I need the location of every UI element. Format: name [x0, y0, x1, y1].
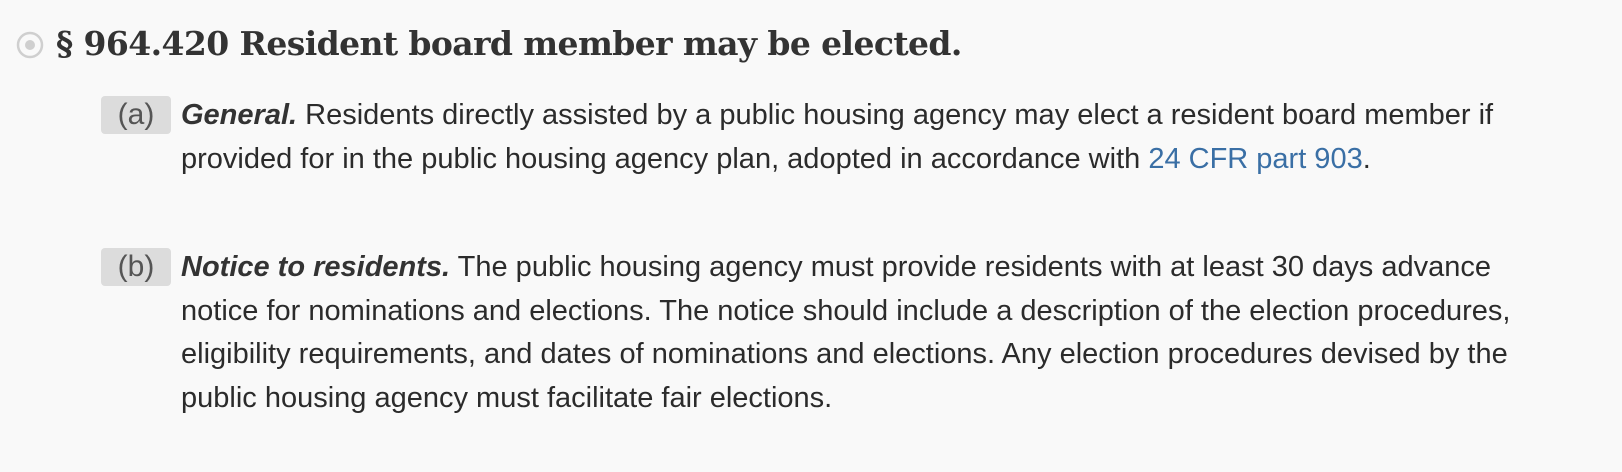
- paragraph-end-a: .: [1362, 142, 1371, 175]
- paragraph-body-b: The public housing agency must provide r…: [181, 251, 1511, 414]
- paragraph-b: (b) Notice to residents. The public hous…: [101, 246, 1531, 420]
- paragraph-text-a: General. Residents directly assisted by …: [181, 94, 1531, 181]
- section-title: § 964.420 Resident board member may be e…: [56, 24, 962, 63]
- paragraph-text-b: Notice to residents. The public housing …: [181, 246, 1531, 420]
- paragraph-a: (a) General. Residents directly assisted…: [101, 94, 1531, 181]
- paragraph-heading-a: General.: [181, 99, 298, 131]
- paragraph-heading-b: Notice to residents.: [181, 251, 451, 283]
- paragraph-marker-b[interactable]: (b): [101, 248, 171, 286]
- paragraph-body-a: Residents directly assisted by a public …: [181, 99, 1494, 175]
- target-icon[interactable]: [16, 31, 44, 59]
- section-header: § 964.420 Resident board member may be e…: [16, 24, 962, 63]
- cfr-link[interactable]: 24 CFR part 903: [1148, 142, 1363, 175]
- paragraph-marker-a[interactable]: (a): [101, 96, 171, 134]
